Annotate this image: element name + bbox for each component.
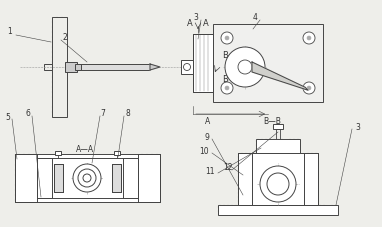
Text: 8: 8 (126, 109, 130, 118)
Circle shape (73, 164, 101, 192)
Text: A: A (187, 18, 193, 27)
Circle shape (225, 36, 229, 40)
Text: A: A (206, 118, 210, 126)
Circle shape (221, 32, 233, 44)
Bar (65, 62, 77, 72)
Bar (37, 158, 138, 198)
Circle shape (303, 82, 315, 94)
Bar (193, 34, 213, 92)
Bar (252, 153, 304, 205)
Polygon shape (150, 64, 160, 70)
Text: 3: 3 (194, 12, 198, 22)
Circle shape (221, 82, 233, 94)
Bar (112, 164, 121, 192)
Text: 2: 2 (63, 32, 67, 42)
Circle shape (225, 47, 265, 87)
Bar (15, 154, 160, 202)
Bar (256, 139, 300, 153)
Circle shape (83, 174, 91, 182)
Text: A: A (203, 18, 209, 27)
Bar (123, 158, 138, 198)
Bar (44, 64, 52, 70)
Circle shape (307, 86, 311, 90)
Bar (15, 154, 37, 202)
Bar (55, 151, 61, 155)
Bar (304, 153, 318, 205)
Text: B: B (222, 50, 228, 59)
Bar (273, 124, 283, 129)
Bar (238, 153, 318, 205)
Bar (112, 164, 121, 192)
Text: B: B (222, 74, 228, 84)
Bar (54, 164, 63, 192)
Circle shape (238, 60, 252, 74)
Text: 9: 9 (205, 133, 209, 141)
Circle shape (267, 173, 289, 195)
Circle shape (225, 86, 229, 90)
Bar (238, 153, 252, 205)
Bar (138, 154, 160, 202)
Bar (193, 34, 213, 92)
Circle shape (307, 36, 311, 40)
Text: B—B: B—B (263, 118, 281, 126)
Bar (67, 64, 150, 70)
Bar (54, 164, 63, 192)
Text: 12: 12 (223, 163, 233, 172)
Text: 4: 4 (253, 12, 257, 22)
Text: 10: 10 (199, 148, 209, 156)
Circle shape (183, 64, 191, 71)
Bar (218, 205, 338, 215)
Bar (37, 158, 52, 198)
Bar (181, 60, 193, 74)
Text: 3: 3 (356, 123, 361, 131)
Text: 5: 5 (6, 113, 10, 121)
Bar (114, 151, 120, 155)
Circle shape (260, 166, 296, 202)
Bar (52, 17, 67, 117)
Circle shape (303, 32, 315, 44)
Bar (75, 64, 81, 70)
Text: 1: 1 (8, 27, 12, 37)
Bar (213, 24, 323, 102)
Text: 6: 6 (26, 109, 31, 118)
Polygon shape (252, 62, 308, 90)
Text: 11: 11 (205, 168, 215, 177)
Circle shape (78, 169, 96, 187)
Text: 7: 7 (100, 109, 105, 118)
Text: A—A: A—A (76, 145, 94, 153)
